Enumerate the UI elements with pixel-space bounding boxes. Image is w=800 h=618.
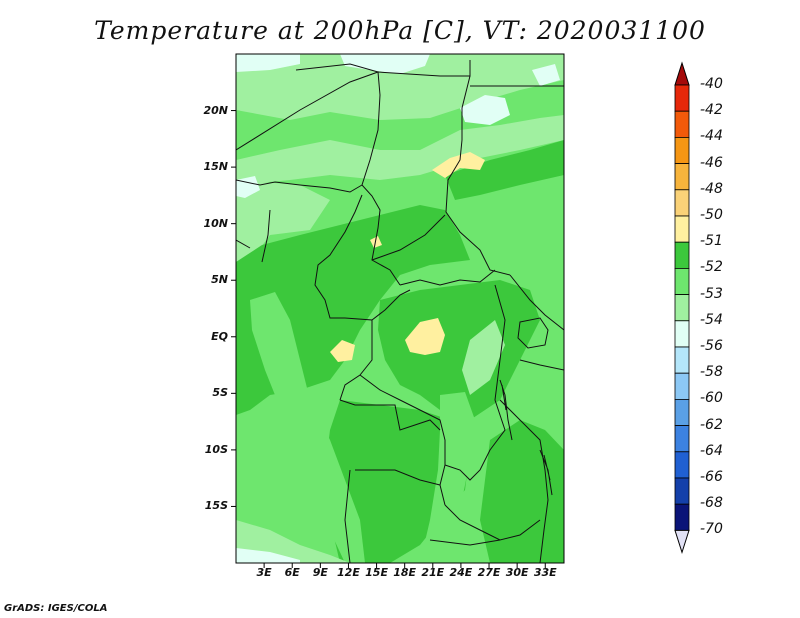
lon-tick-marks — [263, 563, 546, 568]
field-warm-1 — [432, 152, 485, 178]
colorbar-swatch — [674, 84, 690, 112]
lon-tick-label: 3E — [256, 566, 272, 579]
border-car — [371, 214, 496, 286]
lat-tick-marks — [231, 110, 236, 507]
field-pale-5 — [532, 64, 560, 86]
colorbar-swatch — [674, 477, 690, 505]
lon-tick-label: 24E — [449, 566, 473, 579]
colorbar-level-label: -56 — [700, 338, 723, 354]
border-chad-sudan — [445, 108, 511, 276]
colorbar-swatch — [674, 346, 690, 374]
lon-tick-label: 9E — [312, 566, 328, 579]
colorbar-swatch — [674, 189, 690, 217]
lon-tick-label: 18E — [393, 566, 417, 579]
colorbar-swatch — [674, 294, 690, 322]
field-pale-1 — [236, 54, 300, 72]
lat-tick-label: 15S — [204, 499, 228, 513]
colorbar-top-arrow — [674, 61, 690, 86]
colorbar-level-label: -42 — [700, 102, 723, 119]
field-pale-south — [236, 548, 300, 563]
border-sahara — [236, 71, 401, 286]
colorbar-level-label: -50 — [700, 207, 723, 223]
border-drc-south — [359, 374, 446, 506]
border-nigeria-cameroon — [314, 194, 363, 319]
colorbar-level-label: -64 — [700, 442, 723, 459]
colorbar — [674, 61, 690, 555]
colorbar-swatch — [674, 451, 690, 479]
colorbar-swatch — [674, 215, 690, 243]
field-light-stripe-1 — [250, 292, 365, 563]
colorbar-swatch — [674, 503, 690, 531]
lon-tick-label: 15E — [365, 566, 388, 579]
lake-malawi — [539, 449, 553, 496]
border-congo — [339, 289, 411, 401]
border-drc-east — [444, 284, 506, 481]
colorbar-swatch — [674, 136, 690, 164]
field-light-stripe-2 — [420, 392, 475, 563]
field-light-north — [236, 54, 564, 120]
colorbar-swatch — [674, 320, 690, 348]
colorbar-level-label: -70 — [700, 521, 723, 538]
colorbar-level-label: -58 — [700, 364, 723, 381]
field-warm-4 — [370, 236, 382, 248]
field-pale-2 — [340, 54, 430, 74]
lat-tick-label: 5N — [211, 273, 228, 287]
field-dark-northeast — [445, 140, 564, 200]
field-light-northwest — [236, 218, 270, 265]
colorbar-swatch — [674, 372, 690, 400]
border-west-africa — [236, 179, 363, 263]
field-dark-center — [378, 280, 540, 420]
colorbar-level-label: -53 — [700, 285, 723, 302]
colorbar-swatch — [674, 267, 690, 295]
colorbar-level-label: -68 — [700, 495, 723, 512]
colorbar-swatch — [674, 110, 690, 138]
field-pale-3 — [460, 95, 510, 125]
lake-victoria — [517, 317, 549, 349]
colorbar-level-label: -62 — [700, 416, 723, 433]
field-warm-3 — [330, 340, 355, 362]
footer-credit: GrADS: IGES/COLA — [4, 603, 108, 614]
border-angola — [339, 399, 441, 563]
colorbar-swatch — [674, 163, 690, 191]
lat-tick-label: 20N — [203, 103, 228, 117]
border-zambia — [429, 504, 541, 546]
temperature-field — [236, 54, 564, 563]
lon-tick-label: 6E — [284, 566, 300, 579]
lon-tick-label: 12E — [337, 566, 360, 579]
colorbar-level-label: -40 — [700, 76, 723, 92]
colorbar-level-label: -52 — [700, 259, 723, 276]
field-warm-2 — [405, 318, 445, 355]
border-north — [295, 60, 471, 77]
border-east — [499, 274, 564, 563]
lat-tick-label: EQ — [211, 329, 228, 343]
lon-tick-label: 27E — [477, 566, 501, 579]
lon-tick-label: 33E — [533, 566, 557, 579]
lon-tick-label: 30E — [505, 566, 529, 579]
colorbar-level-label: -54 — [700, 311, 723, 328]
colorbar-level-label: -51 — [700, 233, 723, 250]
field-light-stripe-3 — [462, 320, 505, 395]
colorbar-level-label: -60 — [700, 390, 723, 407]
lat-tick-label: 10N — [203, 216, 228, 230]
colorbar-level-label: -44 — [700, 128, 723, 145]
map-title: Temperature at 200hPa [C], VT: 202003110… — [94, 16, 706, 45]
colorbar-swatch — [674, 398, 690, 426]
lat-tick-label: 5S — [212, 386, 228, 400]
border-northeast — [461, 75, 564, 109]
colorbar-level-label: -48 — [700, 180, 723, 197]
lat-tick-label: 10S — [204, 442, 228, 456]
lake-tanganyika — [499, 379, 513, 441]
field-light-band — [236, 115, 564, 185]
lon-tick-label: 21E — [421, 566, 445, 579]
colorbar-level-label: -66 — [700, 469, 723, 485]
colorbar-bottom-arrow — [674, 529, 690, 555]
colorbar-level-label: -46 — [700, 154, 723, 171]
colorbar-swatch — [674, 241, 690, 269]
colorbar-swatch — [674, 425, 690, 453]
map-frame — [235, 53, 565, 564]
lat-tick-label: 15N — [203, 160, 228, 174]
country-borders — [236, 60, 564, 563]
